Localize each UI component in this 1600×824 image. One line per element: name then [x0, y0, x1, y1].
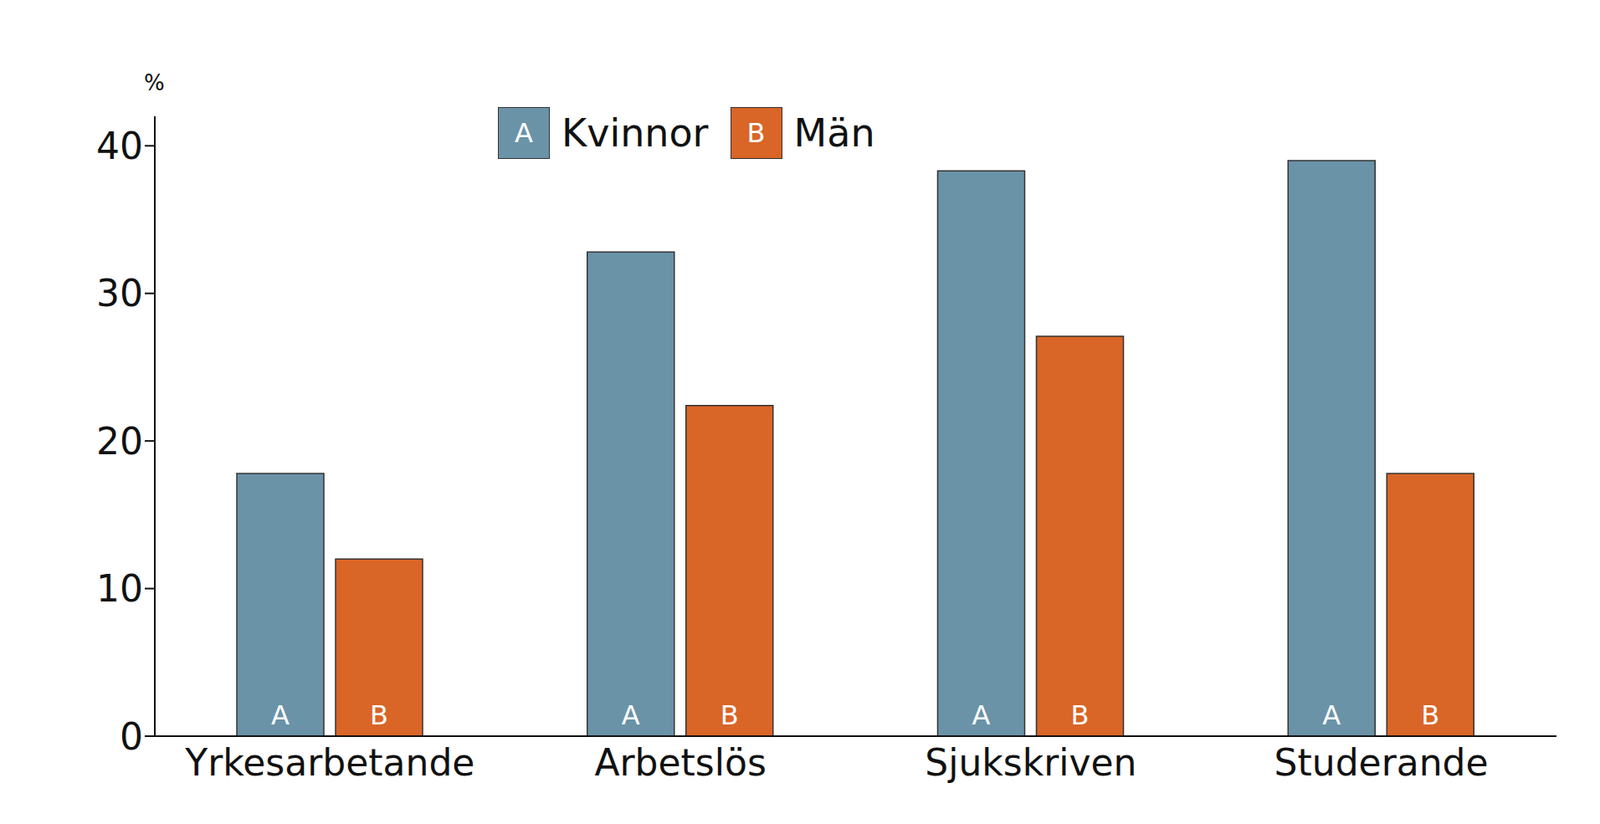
html-text:B: B: [746, 117, 766, 149]
svg-text:30: 30: [96, 271, 144, 315]
svg-text:Sjukskriven: Sjukskriven: [924, 741, 1137, 785]
svg-text:B: B: [1071, 699, 1090, 732]
svg-text:Yrkesarbetande: Yrkesarbetande: [184, 741, 475, 785]
svg-text:20: 20: [96, 420, 144, 463]
svg-text:0: 0: [119, 715, 144, 759]
svg-text:A: A: [271, 699, 290, 732]
html-text:Män: Män: [793, 110, 875, 156]
svg-text:B: B: [1420, 699, 1440, 732]
svg-text:40: 40: [96, 124, 144, 168]
svg-text:Arbetslös: Arbetslös: [594, 741, 766, 785]
html-text:Kvinnor: Kvinnor: [561, 110, 709, 156]
svg-text:Studerande: Studerande: [1274, 741, 1489, 785]
svg-text:A: A: [972, 699, 991, 732]
svg-text:A: A: [1322, 699, 1341, 732]
html-text:A: A: [514, 117, 533, 149]
svg-text:A: A: [621, 699, 641, 732]
svg-text:10: 10: [96, 567, 144, 611]
svg-text:B: B: [720, 699, 739, 732]
svg-text:B: B: [369, 699, 389, 732]
